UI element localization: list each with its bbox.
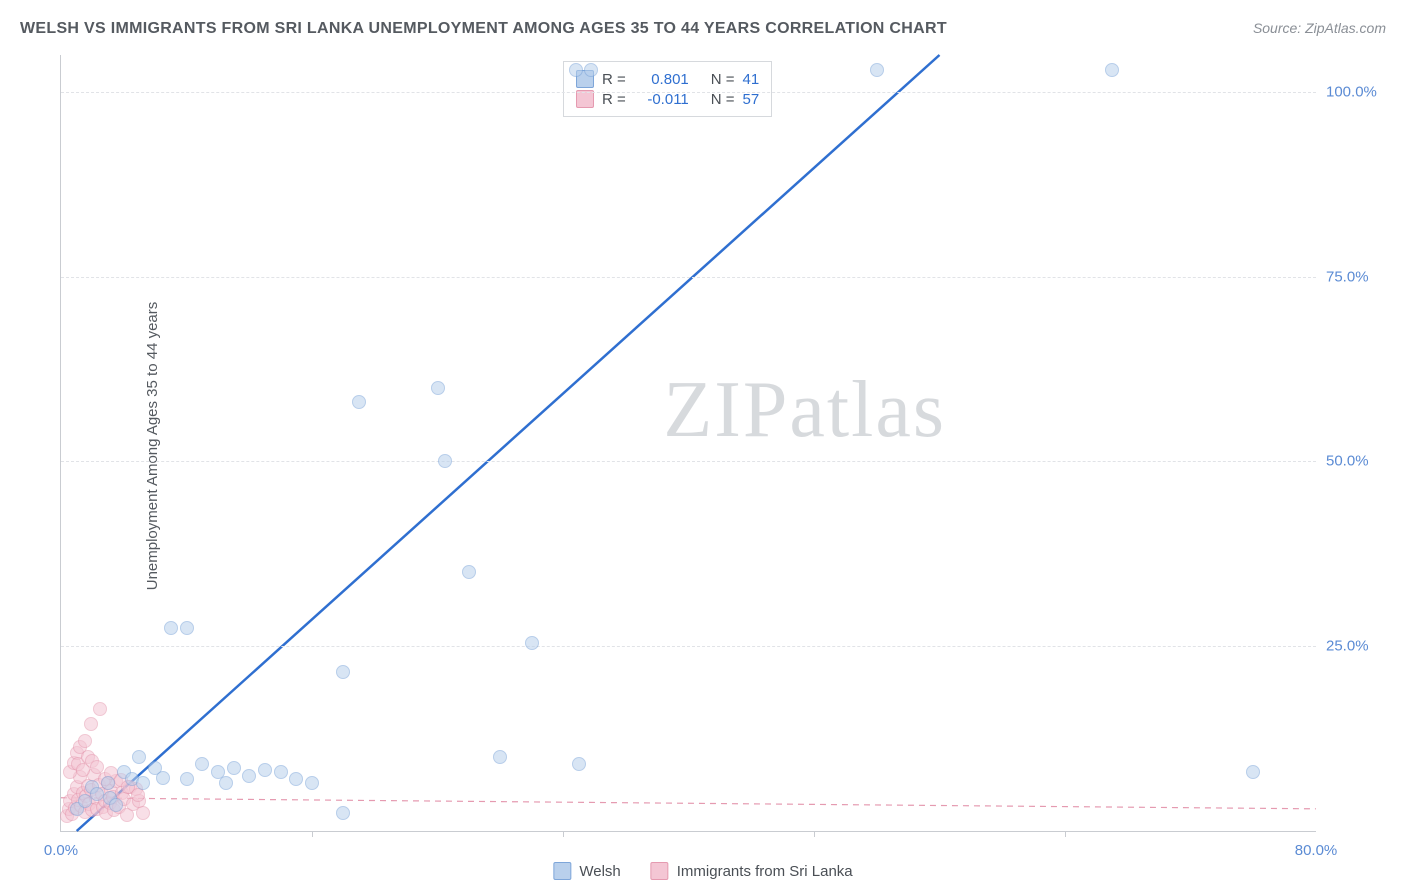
scatter-point bbox=[219, 776, 233, 790]
y-tick-label: 25.0% bbox=[1326, 638, 1396, 655]
legend-bottom-item: Welsh bbox=[553, 862, 620, 880]
x-tick-label: 0.0% bbox=[44, 842, 78, 859]
title-bar: WELSH VS IMMIGRANTS FROM SRI LANKA UNEMP… bbox=[20, 20, 1386, 38]
scatter-point bbox=[870, 63, 884, 77]
gridline-h bbox=[61, 461, 1316, 462]
gridline-h bbox=[61, 92, 1316, 93]
trend-line bbox=[61, 798, 1316, 809]
legend-series-name: Welsh bbox=[579, 863, 620, 880]
scatter-point bbox=[336, 665, 350, 679]
legend-r-label: R = bbox=[602, 91, 626, 108]
scatter-point bbox=[336, 806, 350, 820]
scatter-point bbox=[109, 798, 123, 812]
scatter-point bbox=[584, 63, 598, 77]
scatter-point bbox=[101, 776, 115, 790]
scatter-point bbox=[572, 757, 586, 771]
y-tick-label: 100.0% bbox=[1326, 83, 1396, 100]
scatter-point bbox=[569, 63, 583, 77]
scatter-point bbox=[525, 636, 539, 650]
scatter-plot-area: ZIPatlas R =0.801N =41R =-0.011N =57 25.… bbox=[60, 55, 1316, 832]
source-attribution: Source: ZipAtlas.com bbox=[1253, 20, 1386, 36]
legend-n-value: 57 bbox=[743, 91, 760, 108]
legend-r-value: 0.801 bbox=[634, 71, 689, 88]
legend-r-value: -0.011 bbox=[634, 91, 689, 108]
legend-n-label: N = bbox=[711, 71, 735, 88]
y-tick-label: 75.0% bbox=[1326, 268, 1396, 285]
trend-lines-layer bbox=[61, 55, 1316, 831]
legend-series-name: Immigrants from Sri Lanka bbox=[677, 863, 853, 880]
legend-r-label: R = bbox=[602, 71, 626, 88]
gridline-h bbox=[61, 277, 1316, 278]
scatter-point bbox=[195, 757, 209, 771]
scatter-point bbox=[93, 702, 107, 716]
y-tick-label: 50.0% bbox=[1326, 453, 1396, 470]
legend-bottom-item: Immigrants from Sri Lanka bbox=[651, 862, 853, 880]
scatter-point bbox=[78, 794, 92, 808]
x-tick-mark bbox=[814, 831, 815, 837]
x-tick-mark bbox=[563, 831, 564, 837]
x-tick-label: 80.0% bbox=[1295, 842, 1338, 859]
scatter-point bbox=[274, 765, 288, 779]
watermark-suffix: atlas bbox=[789, 366, 946, 454]
scatter-point bbox=[136, 806, 150, 820]
scatter-point bbox=[352, 395, 366, 409]
legend-swatch bbox=[651, 862, 669, 880]
scatter-point bbox=[258, 763, 272, 777]
trend-line bbox=[77, 55, 940, 831]
legend-swatch bbox=[553, 862, 571, 880]
scatter-point bbox=[1246, 765, 1260, 779]
scatter-point bbox=[493, 750, 507, 764]
legend-n-label: N = bbox=[711, 91, 735, 108]
scatter-point bbox=[431, 381, 445, 395]
scatter-point bbox=[136, 776, 150, 790]
scatter-point bbox=[242, 769, 256, 783]
legend-row: R = 0.801 N = 41 bbox=[576, 70, 759, 88]
watermark-prefix: ZIP bbox=[663, 366, 789, 454]
scatter-point bbox=[462, 565, 476, 579]
scatter-point bbox=[132, 750, 146, 764]
legend-n-value: 41 bbox=[743, 71, 760, 88]
scatter-point bbox=[289, 772, 303, 786]
scatter-point bbox=[180, 621, 194, 635]
scatter-point bbox=[305, 776, 319, 790]
x-tick-mark bbox=[312, 831, 313, 837]
scatter-point bbox=[438, 454, 452, 468]
x-tick-mark bbox=[1065, 831, 1066, 837]
series-legend: Welsh Immigrants from Sri Lanka bbox=[553, 862, 852, 880]
watermark: ZIPatlas bbox=[663, 365, 946, 456]
scatter-point bbox=[227, 761, 241, 775]
scatter-point bbox=[84, 717, 98, 731]
scatter-point bbox=[180, 772, 194, 786]
scatter-point bbox=[1105, 63, 1119, 77]
chart-title: WELSH VS IMMIGRANTS FROM SRI LANKA UNEMP… bbox=[20, 20, 947, 38]
scatter-point bbox=[78, 734, 92, 748]
scatter-point bbox=[156, 771, 170, 785]
scatter-point bbox=[164, 621, 178, 635]
gridline-h bbox=[61, 646, 1316, 647]
